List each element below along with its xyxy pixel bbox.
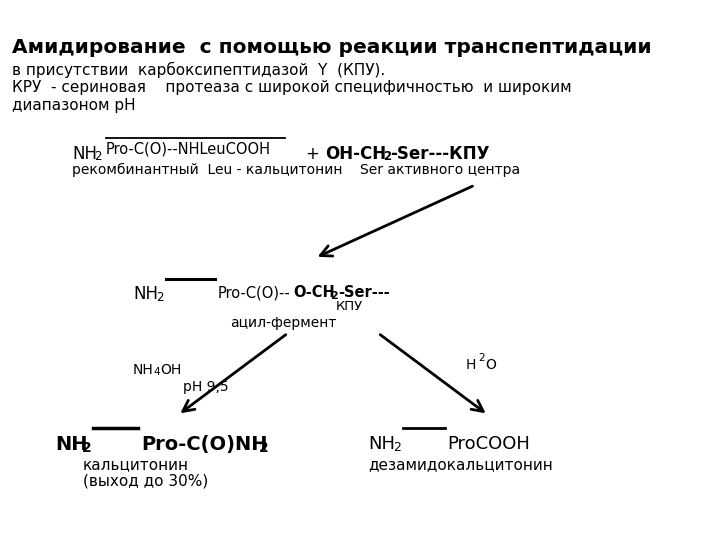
Text: КРУ  - сериновая    протеаза с широкой специфичностью  и широким: КРУ - сериновая протеаза с широкой специ… bbox=[12, 80, 572, 95]
Text: 2: 2 bbox=[156, 291, 163, 304]
Text: NH: NH bbox=[133, 363, 154, 377]
Text: pH 9,5: pH 9,5 bbox=[183, 380, 229, 394]
Text: Pro-C(O)--: Pro-C(O)-- bbox=[218, 285, 291, 300]
Text: Pro-C(O)NH: Pro-C(O)NH bbox=[141, 435, 268, 454]
Text: -Ser---КПУ: -Ser---КПУ bbox=[390, 145, 490, 163]
Text: O: O bbox=[485, 358, 496, 372]
Text: ProCOOH: ProCOOH bbox=[447, 435, 530, 453]
Text: OH: OH bbox=[160, 363, 181, 377]
Text: +: + bbox=[305, 145, 319, 163]
Text: 2: 2 bbox=[393, 441, 401, 454]
Text: NH: NH bbox=[72, 145, 97, 163]
Text: в присутствии  карбоксипептидазой  Y  (КПУ).: в присутствии карбоксипептидазой Y (КПУ)… bbox=[12, 62, 385, 78]
Text: 4: 4 bbox=[153, 367, 160, 377]
Text: 2: 2 bbox=[259, 441, 269, 455]
Text: Pro-C(O)--NHLeuCOOH: Pro-C(O)--NHLeuCOOH bbox=[106, 142, 271, 157]
Text: NH: NH bbox=[55, 435, 88, 454]
Text: (выход до 30%): (выход до 30%) bbox=[83, 474, 208, 489]
Text: 2: 2 bbox=[330, 291, 338, 301]
Text: рекомбинантный  Leu - кальцитонин    Ser активного центра: рекомбинантный Leu - кальцитонин Ser акт… bbox=[72, 163, 520, 177]
Text: Амидирование  с помощью реакции транспептидации: Амидирование с помощью реакции транспепт… bbox=[12, 38, 652, 57]
Text: -Ser---: -Ser--- bbox=[338, 285, 390, 300]
Text: КПУ: КПУ bbox=[336, 300, 364, 313]
Text: диапазоном рН: диапазоном рН bbox=[12, 98, 135, 113]
Text: OH-CH: OH-CH bbox=[325, 145, 386, 163]
Text: ацил-фермент: ацил-фермент bbox=[230, 316, 336, 330]
Text: 2: 2 bbox=[478, 353, 485, 363]
Text: кальцитонин: кальцитонин bbox=[83, 457, 189, 472]
Text: 2: 2 bbox=[383, 150, 391, 163]
Text: 2: 2 bbox=[82, 441, 91, 455]
Text: дезамидокальцитонин: дезамидокальцитонин bbox=[368, 457, 553, 472]
Text: H: H bbox=[466, 358, 477, 372]
Text: NH: NH bbox=[368, 435, 395, 453]
Text: O-CH: O-CH bbox=[293, 285, 335, 300]
Text: 2: 2 bbox=[94, 150, 102, 163]
Text: NH: NH bbox=[133, 285, 158, 303]
